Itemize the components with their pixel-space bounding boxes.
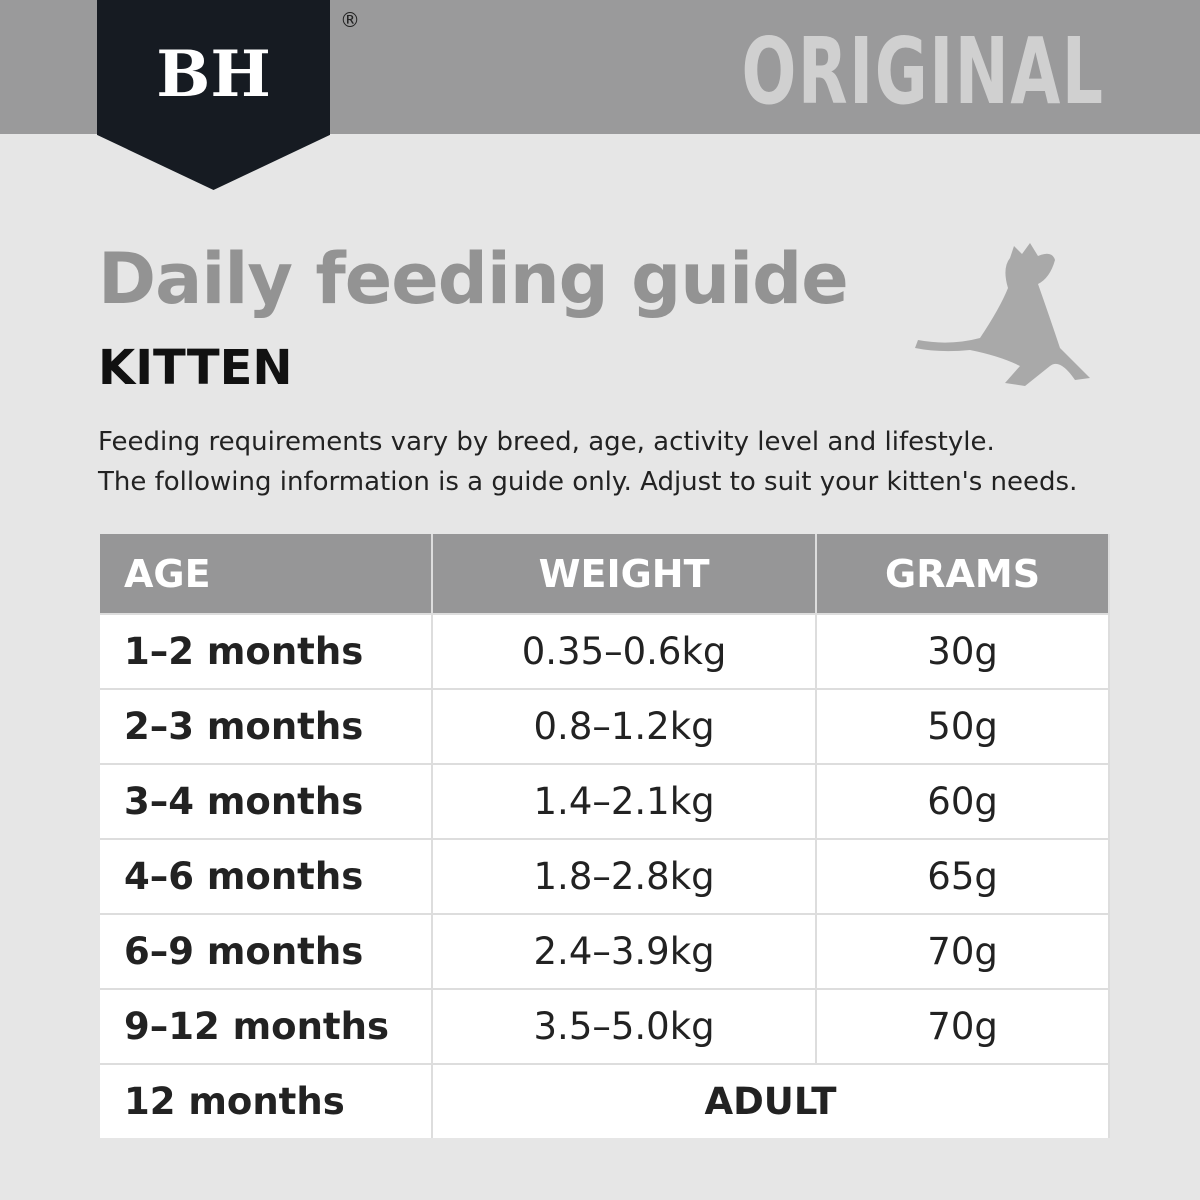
registered-mark: ® <box>340 8 360 32</box>
table-row: 4–6 months 1.8–2.8kg 65g <box>100 838 1110 914</box>
table-body: 1–2 months 0.35–0.6kg 30g 2–3 months 0.8–1.2… <box>100 613 1110 1138</box>
feeding-table: AGE WEIGHT GRAMS 1–2 months 0.35–0.6kg 30g 2–3… <box>100 534 1110 1138</box>
table-cell: 0.8–1.2kg <box>432 688 818 764</box>
variant: ORIGINAL <box>741 18 1105 125</box>
table-cell: 1–2 months <box>100 613 433 689</box>
subtitle: KITTEN <box>98 340 293 396</box>
table-cell: 1.4–2.1kg <box>432 763 818 839</box>
table-cell: 6–9 months <box>100 913 433 989</box>
table-cell: 0.35–0.6kg <box>432 613 818 689</box>
table-cell: 3–4 months <box>100 763 433 839</box>
description-line: Feeding requirements vary by breed, age,… <box>98 427 995 457</box>
table-row: 1–2 months 0.35–0.6kg 30g <box>100 613 1110 689</box>
title: Daily feeding guide <box>98 238 849 320</box>
table-cell: 30g <box>816 613 1110 689</box>
table-row: 12 months ADULT <box>100 1063 1110 1138</box>
table-cell: 4–6 months <box>100 838 433 914</box>
header-row: AGE WEIGHT GRAMS <box>100 534 1110 614</box>
description: Feeding requirements vary by breed, age,… <box>98 422 1077 502</box>
table-cell: 70g <box>816 913 1110 989</box>
column-header: WEIGHT <box>432 534 818 614</box>
column-header: AGE <box>100 534 433 614</box>
table-cell: 3.5–5.0kg <box>432 988 818 1064</box>
description-line: The following information is a guide onl… <box>98 467 1078 497</box>
table-row: 6–9 months 2.4–3.9kg 70g <box>100 913 1110 989</box>
cat-icon <box>915 243 1090 386</box>
table-cell: 2.4–3.9kg <box>432 913 818 989</box>
table-cell: 1.8–2.8kg <box>432 838 818 914</box>
table-cell: 65g <box>816 838 1110 914</box>
logo: BH <box>97 0 330 190</box>
table-cell: 12 months <box>100 1063 433 1138</box>
table-row: 3–4 months 1.4–2.1kg 60g <box>100 763 1110 839</box>
table-cell: 9–12 months <box>100 988 433 1064</box>
table-cell: 50g <box>816 688 1110 764</box>
table-cell: 70g <box>816 988 1110 1064</box>
table-row: 2–3 months 0.8–1.2kg 50g <box>100 688 1110 764</box>
table-row: 9–12 months 3.5–5.0kg 70g <box>100 988 1110 1064</box>
table-cell: 60g <box>816 763 1110 839</box>
column-header: GRAMS <box>816 534 1110 614</box>
table-cell: 2–3 months <box>100 688 433 764</box>
table-cell: ADULT <box>432 1063 1110 1138</box>
